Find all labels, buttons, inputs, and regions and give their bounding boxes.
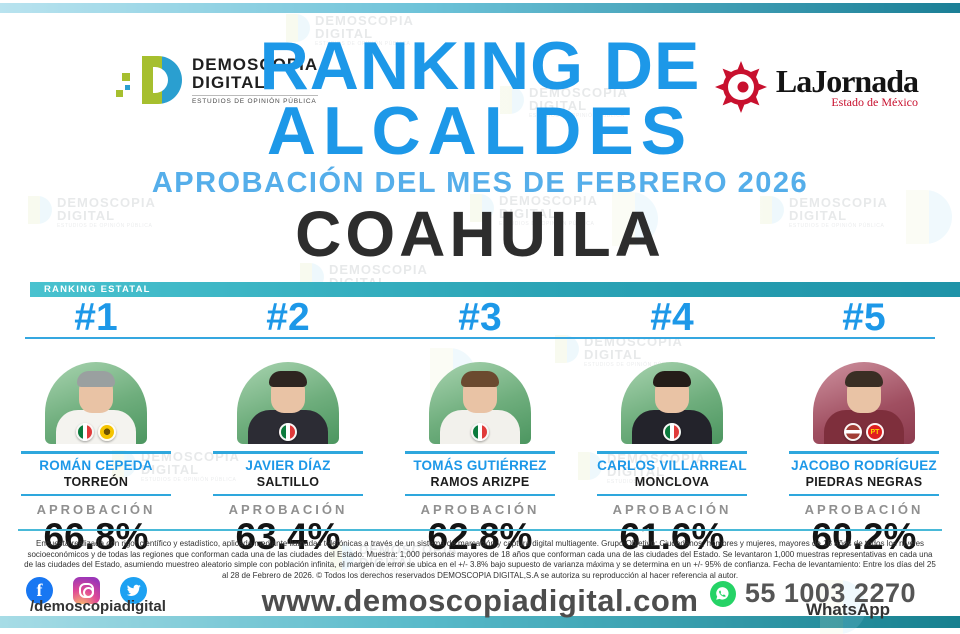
- approval-value: 61.6%: [619, 516, 725, 557]
- facebook-icon[interactable]: f: [26, 577, 53, 604]
- lajornada-sun-icon: [714, 61, 767, 113]
- candidate-name: ROMÁN CEPEDA: [39, 457, 153, 473]
- twitter-icon[interactable]: [120, 577, 147, 604]
- ranking-card-2: JAVIER DÍAZ SALTILLO APROBACIÓN 63.4%: [192, 350, 384, 555]
- brand-tagline: ESTUDIOS DE OPINIÓN PÚBLICA: [192, 94, 319, 105]
- ranking-card-4: CARLOS VILLARREAL MONCLOVA APROBACIÓN 61…: [576, 350, 768, 555]
- divider: [789, 493, 939, 496]
- party-logo-pri-icon: [279, 423, 297, 441]
- party-logo-pri-icon: [471, 423, 489, 441]
- main-title-line2: ALCALDES: [266, 92, 694, 169]
- ranking-card-1: ROMÁN CEPEDA TORREÓN APROBACIÓN 66.8%: [0, 350, 192, 555]
- website-url[interactable]: www.demoscopiadigital.com: [261, 583, 699, 618]
- whatsapp-label: WhatsApp: [805, 600, 890, 619]
- approval-label: APROBACIÓN: [804, 502, 924, 517]
- bottom-accent-bar: [0, 616, 960, 628]
- whatsapp-icon[interactable]: [709, 580, 736, 607]
- candidate-silhouette: [824, 410, 904, 444]
- demoscopia-d-icon: [142, 56, 182, 105]
- approval-label: APROBACIÓN: [612, 502, 732, 517]
- candidate-city: RAMOS ARIZPE: [430, 474, 530, 489]
- approval-value: 60.2%: [811, 516, 917, 557]
- instagram-icon[interactable]: [73, 577, 100, 604]
- candidate-silhouette-head: [461, 371, 499, 413]
- main-title-line1: RANKING DE: [259, 28, 701, 104]
- whatsapp-number[interactable]: 55 1003 2270: [744, 578, 916, 608]
- divider: [597, 493, 747, 496]
- rank-divider-line: [25, 337, 935, 339]
- party-logo-pri-icon: [663, 423, 681, 441]
- candidate-name: JACOBO RODRÍGUEZ: [791, 457, 937, 473]
- approval-value: 63.4%: [235, 516, 341, 557]
- partner-name: LaJornada: [775, 62, 919, 99]
- methodology-text: Encuesta realizada con rigor científico …: [24, 539, 936, 580]
- state-title: COAHUILA: [295, 198, 665, 271]
- social-icons: f: [26, 577, 147, 604]
- candidate-photo: [237, 362, 339, 444]
- cards-divider-line: [18, 529, 942, 531]
- ranking-section-bar: RANKING ESTATAL: [30, 282, 960, 297]
- brand-name-line1: DEMOSCOPIA: [192, 55, 319, 74]
- candidate-photo: [45, 362, 147, 444]
- divider: [405, 451, 555, 454]
- divider: [21, 493, 171, 496]
- divider: [213, 493, 363, 496]
- party-logo-morena-icon: [844, 423, 862, 441]
- rank-number-3: #3: [458, 296, 502, 339]
- twitter-bird-icon: [126, 584, 141, 596]
- ranking-card-3: TOMÁS GUTIÉRREZ RAMOS ARIZPE APROBACIÓN …: [384, 350, 576, 555]
- divider: [21, 451, 171, 454]
- approval-label: APROBACIÓN: [420, 502, 540, 517]
- candidate-silhouette-head: [269, 371, 307, 413]
- candidate-silhouette-head: [77, 371, 115, 413]
- candidate-photo: PT: [813, 362, 915, 444]
- rank-number-2: #2: [266, 296, 310, 339]
- rank-numbers-row: #1 #2 #3 #4 #5: [0, 296, 960, 340]
- rank-number-1: #1: [74, 296, 118, 339]
- top-accent-bar: [0, 3, 960, 13]
- divider: [213, 451, 363, 454]
- candidate-city: SALTILLO: [256, 474, 320, 489]
- approval-label: APROBACIÓN: [36, 502, 156, 517]
- social-handle[interactable]: /demoscopiadigital: [30, 598, 166, 615]
- candidate-silhouette: [56, 410, 136, 444]
- candidate-cards-row: ROMÁN CEPEDA TORREÓN APROBACIÓN 66.8% JA…: [0, 350, 960, 555]
- approval-label: APROBACIÓN: [228, 502, 348, 517]
- approval-value: 62.8%: [427, 516, 533, 557]
- candidate-name: CARLOS VILLARREAL: [597, 457, 747, 473]
- divider: [405, 493, 555, 496]
- party-logo-udc-icon: [98, 423, 116, 441]
- candidate-silhouette-head: [653, 371, 691, 413]
- candidate-city: TORREÓN: [63, 474, 129, 489]
- ranking-card-5: PT JACOBO RODRÍGUEZ PIEDRAS NEGRAS APROB…: [768, 350, 960, 555]
- approval-value: 66.8%: [43, 516, 149, 557]
- divider: [789, 451, 939, 454]
- candidate-city: MONCLOVA: [634, 474, 710, 489]
- party-logo-pt-icon: PT: [866, 423, 884, 441]
- subtitle: APROBACIÓN DEL MES DE FEBRERO 2026: [151, 167, 809, 200]
- demoscopia-logo: DEMOSCOPIA DIGITAL. ESTUDIOS DE OPINIÓN …: [116, 55, 319, 105]
- section-label: RANKING ESTATAL: [44, 284, 151, 295]
- candidate-name: JAVIER DÍAZ: [245, 457, 331, 473]
- party-logo-pri-icon: [76, 423, 94, 441]
- candidate-photo: [621, 362, 723, 444]
- candidate-silhouette-head: [845, 371, 883, 413]
- rank-number-4: #4: [650, 296, 694, 339]
- rank-number-5: #5: [842, 296, 886, 339]
- divider: [597, 451, 747, 454]
- logo-pixels-icon: [116, 63, 132, 98]
- lajornada-logo: LaJornada Estado de México: [714, 60, 919, 114]
- brand-name-line2: DIGITAL.: [192, 72, 272, 92]
- candidate-photo: [429, 362, 531, 444]
- partner-region: Estado de México: [831, 94, 918, 109]
- candidate-name: TOMÁS GUTIÉRREZ: [413, 457, 547, 473]
- whatsapp-phone-icon: [716, 587, 729, 600]
- candidate-city: PIEDRAS NEGRAS: [805, 474, 923, 489]
